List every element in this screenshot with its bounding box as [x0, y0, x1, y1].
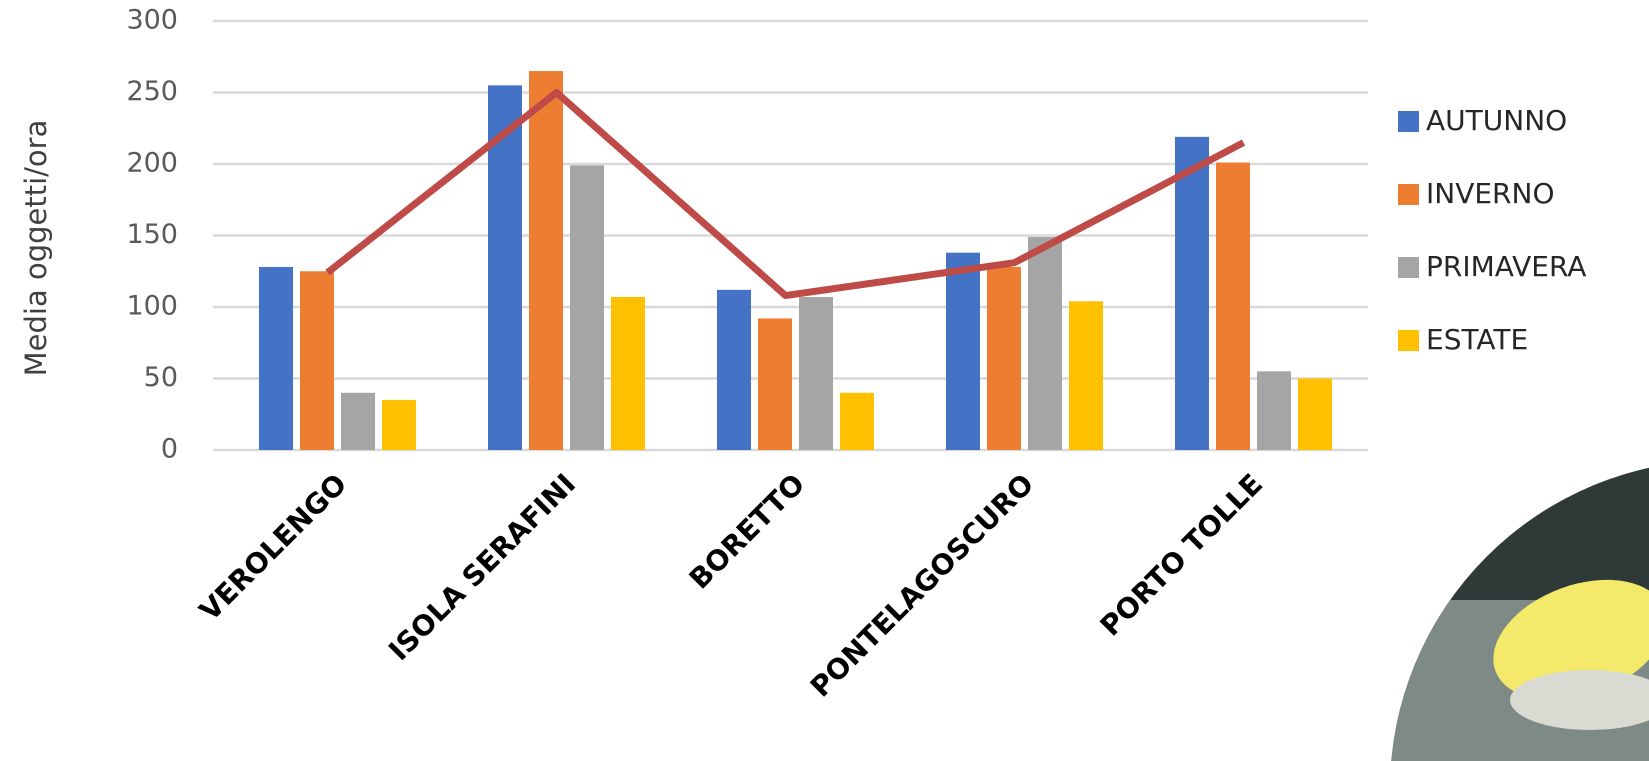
bar [1175, 136, 1209, 450]
bar [259, 266, 293, 450]
y-tick-label: 0 [161, 434, 178, 465]
legend-swatch [1398, 257, 1419, 278]
x-tick-label: PORTO TOLLE [1094, 467, 1269, 642]
bar [987, 266, 1021, 450]
trend-line [325, 89, 1246, 300]
legend-label: ESTATE [1426, 323, 1528, 356]
bar [300, 271, 334, 450]
y-tick-label: 50 [144, 362, 178, 393]
bar [341, 392, 375, 450]
bar [1257, 371, 1291, 450]
bar [611, 296, 645, 450]
bar [570, 165, 604, 450]
bar [799, 296, 833, 450]
bar [529, 71, 563, 451]
bar [1216, 162, 1250, 450]
legend-swatch [1398, 184, 1419, 205]
bar [717, 289, 751, 450]
y-tick-label: 300 [126, 5, 178, 36]
bar [946, 252, 980, 450]
bar [758, 318, 792, 450]
y-tick-label: 200 [126, 148, 178, 179]
bar [382, 399, 416, 450]
bar [1028, 236, 1062, 450]
legend-swatch [1398, 111, 1419, 132]
decorative-photo [1390, 460, 1649, 761]
x-tick-label: BORETTO [683, 467, 811, 595]
legend-swatch [1398, 330, 1419, 351]
y-tick-label: 100 [126, 291, 178, 322]
legend-label: PRIMAVERA [1426, 250, 1586, 283]
bar [840, 392, 874, 450]
y-tick-label: 150 [126, 219, 178, 250]
bar [1069, 301, 1103, 450]
legend-label: INVERNO [1426, 177, 1555, 210]
x-tick-label: VEROLENGO [193, 467, 353, 627]
x-tick-label: PONTELAGOSCURO [804, 467, 1040, 703]
legend-label: AUTUNNO [1426, 104, 1567, 137]
y-tick-label: 250 [126, 76, 178, 107]
bar [1298, 378, 1332, 450]
x-tick-label: ISOLA SERAFINI [382, 467, 582, 667]
y-axis-label: Media oggetti/ora [19, 120, 53, 377]
